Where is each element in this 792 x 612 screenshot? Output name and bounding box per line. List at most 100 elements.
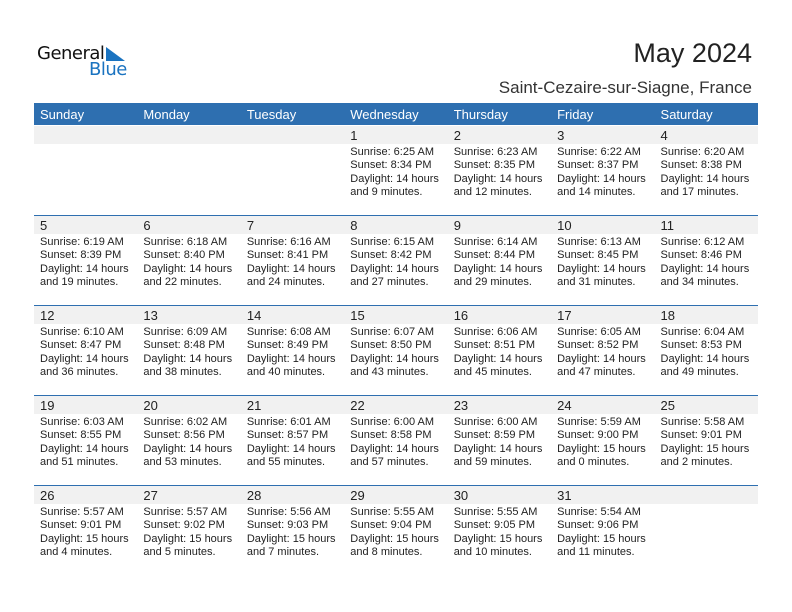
- sunrise-text: Sunrise: 6:15 AM: [350, 236, 435, 248]
- week-row: 19 Sunrise: 6:03 AM Sunset: 8:55 PM Dayligh…: [34, 395, 758, 485]
- day-number: 30: [447, 486, 552, 504]
- minutes-text: and 47 minutes.: [557, 366, 636, 379]
- day-info: Sunrise: 5:57 AM Sunset: 9:02 PM Daylight:…: [137, 504, 240, 560]
- minutes-text: and 22 minutes.: [143, 276, 222, 289]
- minutes-text: and 0 minutes.: [557, 456, 630, 469]
- daylight-text: Daylight: 14 hours: [40, 352, 129, 365]
- sunrise-text: Sunrise: 6:19 AM: [40, 236, 124, 248]
- sunset-text: Sunset: 9:04 PM: [350, 519, 432, 532]
- sunrise-text: Sunrise: 6:00 AM: [453, 416, 538, 428]
- daylight-text: Daylight: 14 hours: [557, 262, 646, 275]
- sunset-text: Sunset: 8:49 PM: [246, 339, 329, 352]
- day-number: [34, 126, 138, 144]
- weekday-tuesday: Tuesday: [246, 107, 297, 122]
- minutes-text: and 5 minutes.: [143, 546, 216, 559]
- day-cell: 25 Sunrise: 5:58 AM Sunset: 9:01 PM Dayligh…: [654, 396, 758, 485]
- logo-text-general: General: [37, 43, 105, 64]
- sunrise-text: Sunrise: 6:04 AM: [660, 326, 745, 338]
- daylight-text: Daylight: 14 hours: [660, 262, 750, 275]
- day-info: Sunrise: 6:20 AM Sunset: 8:38 PM Daylight:…: [655, 144, 758, 200]
- day-info: Sunrise: 6:15 AM Sunset: 8:42 PM Daylight:…: [344, 234, 447, 290]
- daylight-text: Daylight: 14 hours: [350, 262, 439, 275]
- day-cell: 14 Sunrise: 6:08 AM Sunset: 8:49 PM Dayligh…: [240, 306, 345, 395]
- weekday-monday: Monday: [143, 107, 190, 122]
- sunrise-text: Sunrise: 5:54 AM: [557, 506, 641, 518]
- sunrise-text: Sunrise: 6:03 AM: [40, 416, 124, 428]
- day-number: 10: [551, 216, 655, 234]
- day-info: Sunrise: 5:58 AM Sunset: 9:01 PM Daylight:…: [655, 414, 758, 470]
- daylight-text: Daylight: 15 hours: [453, 532, 543, 545]
- sunrise-text: Sunrise: 6:07 AM: [350, 326, 435, 338]
- day-cell: 15 Sunrise: 6:07 AM Sunset: 8:50 PM Dayligh…: [344, 306, 448, 395]
- weekday-header: Sunday Monday Tuesday Wednesday Thursday…: [34, 103, 758, 125]
- sunset-text: Sunset: 9:01 PM: [40, 519, 122, 532]
- daylight-text: Daylight: 15 hours: [557, 442, 646, 455]
- sunset-text: Sunset: 8:55 PM: [40, 429, 122, 442]
- day-cell: 18 Sunrise: 6:04 AM Sunset: 8:53 PM Dayligh…: [654, 306, 758, 395]
- day-cell: 8 Sunrise: 6:15 AM Sunset: 8:42 PM Daylight…: [344, 216, 448, 305]
- day-info: Sunrise: 6:18 AM Sunset: 8:40 PM Daylight:…: [137, 234, 240, 290]
- day-info: Sunrise: 6:00 AM Sunset: 8:59 PM Daylight:…: [448, 414, 551, 470]
- day-info: Sunrise: 6:13 AM Sunset: 8:45 PM Daylight:…: [551, 234, 654, 290]
- daylight-text: Daylight: 15 hours: [246, 532, 336, 545]
- daylight-text: Daylight: 14 hours: [453, 262, 543, 275]
- day-info: Sunrise: 6:07 AM Sunset: 8:50 PM Daylight:…: [344, 324, 447, 380]
- day-info: Sunrise: 6:19 AM Sunset: 8:39 PM Daylight:…: [34, 234, 137, 290]
- daylight-text: Daylight: 14 hours: [453, 172, 543, 185]
- sunrise-text: Sunrise: 6:18 AM: [143, 236, 228, 248]
- day-info: Sunrise: 6:09 AM Sunset: 8:48 PM Daylight:…: [137, 324, 240, 380]
- day-cell: 19 Sunrise: 6:03 AM Sunset: 8:55 PM Dayligh…: [34, 396, 138, 485]
- day-number: 3: [551, 126, 655, 144]
- minutes-text: and 45 minutes.: [453, 366, 532, 379]
- day-number: 22: [344, 396, 448, 414]
- day-cell: 12 Sunrise: 6:10 AM Sunset: 8:47 PM Dayligh…: [34, 306, 138, 395]
- day-cell: 27 Sunrise: 5:57 AM Sunset: 9:02 PM Dayligh…: [137, 486, 241, 575]
- day-cell: 10 Sunrise: 6:13 AM Sunset: 8:45 PM Dayligh…: [551, 216, 655, 305]
- day-number: 2: [447, 126, 552, 144]
- sunset-text: Sunset: 8:47 PM: [40, 339, 122, 352]
- location: Saint-Cezaire-sur-Siagne, France: [498, 78, 752, 97]
- minutes-text: and 10 minutes.: [453, 546, 532, 559]
- day-cell: 11 Sunrise: 6:12 AM Sunset: 8:46 PM Dayligh…: [654, 216, 758, 305]
- week-row: 12 Sunrise: 6:10 AM Sunset: 8:47 PM Dayligh…: [34, 305, 758, 395]
- week-row: 1 Sunrise: 6:25 AM Sunset: 8:34 PM Daylight…: [34, 126, 758, 216]
- day-cell: [240, 126, 345, 216]
- sunrise-text: Sunrise: 6:13 AM: [557, 236, 641, 248]
- sunset-text: Sunset: 8:38 PM: [660, 159, 742, 172]
- day-info: Sunrise: 6:04 AM Sunset: 8:53 PM Daylight:…: [655, 324, 758, 380]
- day-number: 25: [654, 396, 758, 414]
- sunrise-text: Sunrise: 5:58 AM: [660, 416, 745, 428]
- weekday-thursday: Thursday: [453, 107, 508, 122]
- day-cell: 20 Sunrise: 6:02 AM Sunset: 8:56 PM Dayligh…: [137, 396, 241, 485]
- daylight-text: Daylight: 14 hours: [350, 352, 439, 365]
- minutes-text: and 19 minutes.: [40, 276, 119, 289]
- weekday-saturday: Saturday: [660, 107, 713, 122]
- daylight-text: Daylight: 14 hours: [453, 442, 543, 455]
- day-info: [137, 144, 240, 146]
- logo-text-blue: Blue: [89, 59, 127, 80]
- daylight-text: Daylight: 14 hours: [246, 442, 336, 455]
- day-info: Sunrise: 6:10 AM Sunset: 8:47 PM Daylight:…: [34, 324, 137, 380]
- daylight-text: Daylight: 14 hours: [143, 352, 233, 365]
- day-number: [654, 486, 758, 504]
- day-cell: 23 Sunrise: 6:00 AM Sunset: 8:59 PM Dayligh…: [447, 396, 552, 485]
- daylight-text: Daylight: 14 hours: [660, 352, 750, 365]
- sunset-text: Sunset: 8:59 PM: [453, 429, 536, 442]
- day-cell: 29 Sunrise: 5:55 AM Sunset: 9:04 PM Dayligh…: [344, 486, 448, 575]
- day-info: Sunrise: 5:55 AM Sunset: 9:04 PM Daylight:…: [344, 504, 447, 560]
- minutes-text: and 53 minutes.: [143, 456, 222, 469]
- daylight-text: Daylight: 14 hours: [557, 172, 646, 185]
- day-cell: 3 Sunrise: 6:22 AM Sunset: 8:37 PM Daylight…: [551, 126, 655, 216]
- day-number: 26: [34, 486, 138, 504]
- sunset-text: Sunset: 8:42 PM: [350, 249, 432, 262]
- sunrise-text: Sunrise: 6:08 AM: [246, 326, 331, 338]
- sunset-text: Sunset: 8:41 PM: [246, 249, 329, 262]
- minutes-text: and 17 minutes.: [660, 186, 739, 199]
- sunset-text: Sunset: 8:34 PM: [350, 159, 432, 172]
- day-info: Sunrise: 6:16 AM Sunset: 8:41 PM Daylight:…: [241, 234, 344, 290]
- day-info: Sunrise: 6:06 AM Sunset: 8:51 PM Daylight:…: [448, 324, 551, 380]
- daylight-text: Daylight: 14 hours: [246, 262, 336, 275]
- day-cell: [654, 486, 758, 575]
- sunset-text: Sunset: 8:46 PM: [660, 249, 742, 262]
- sunset-text: Sunset: 8:50 PM: [350, 339, 432, 352]
